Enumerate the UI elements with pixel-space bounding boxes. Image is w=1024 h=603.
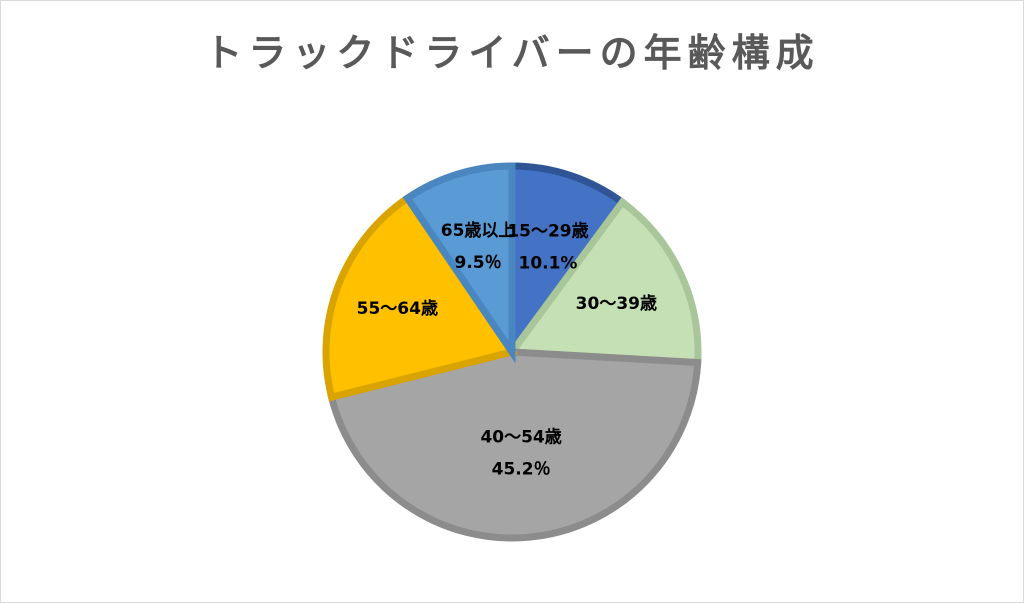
slice-category-label: 30～39歳 <box>576 293 657 314</box>
slice-category-label: 55～64歳 <box>357 298 438 319</box>
pie-slice <box>505 197 702 367</box>
slice-category-label: 15～29歳 <box>507 220 588 241</box>
pie-slice <box>402 162 516 364</box>
pie-labels: 15～29歳 10.1% 30～39歳 40～54歳 45.2％ 55～64歳 65歳以上 9… <box>357 220 657 480</box>
slice-value-label: 9.5％ <box>455 253 502 273</box>
pie-slice <box>327 348 702 542</box>
slice-value-label: 45.2％ <box>492 459 551 479</box>
slice-category-label: 65歳以上 <box>441 220 516 241</box>
pie-slices <box>322 162 702 542</box>
pie-slice <box>322 193 518 402</box>
slice-category-label: 40～54歳 <box>480 426 561 447</box>
pie-slice <box>508 162 628 363</box>
chart-title: トラックドライバーの年齢構成 <box>204 31 820 75</box>
slice-value-label: 10.1% <box>518 253 577 273</box>
